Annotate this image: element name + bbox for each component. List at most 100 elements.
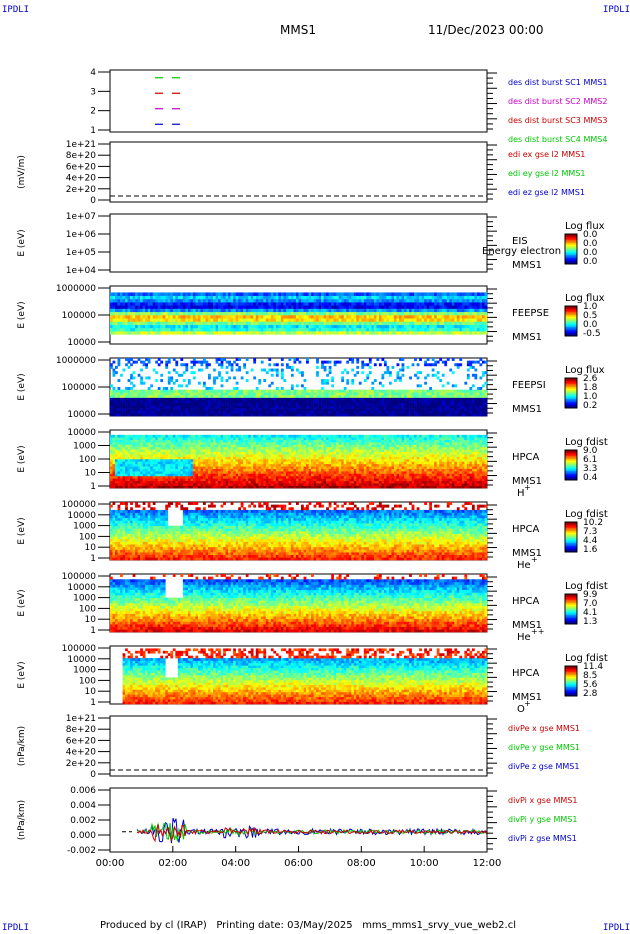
- spectrogram-cell: [162, 437, 166, 440]
- spectrogram-cell: [150, 318, 154, 322]
- spectrogram-cell: [265, 292, 269, 296]
- spectrogram-cell: [130, 295, 133, 300]
- spectrogram-cell: [454, 413, 458, 417]
- spectrogram-cell: [311, 389, 314, 393]
- spectrogram-cell: [140, 463, 143, 467]
- spectrogram-cell: [243, 318, 247, 322]
- spectrogram-cell: [117, 454, 121, 457]
- spectrogram-cell: [263, 379, 267, 383]
- spectrogram-cell: [461, 302, 465, 306]
- spectrogram-cell: [414, 318, 417, 322]
- spectrogram-cell: [316, 410, 319, 414]
- spectrogram-cell: [245, 371, 249, 375]
- spectrogram-cell: [366, 318, 370, 322]
- spectrogram-cell: [137, 480, 141, 484]
- spectrogram-cell: [444, 389, 448, 393]
- spectrogram-cell: [424, 413, 427, 417]
- spectrogram-cell: [197, 456, 201, 460]
- spectrogram-cell: [162, 442, 166, 445]
- spectrogram-cell: [454, 308, 458, 313]
- spectrogram-cell: [316, 408, 319, 412]
- spectrogram-cell: [469, 360, 473, 364]
- spectrogram-cell: [449, 402, 453, 406]
- spectrogram-cell: [303, 305, 307, 309]
- spectrogram-cell: [373, 315, 377, 319]
- spectrogram-cell: [177, 327, 181, 332]
- spectrogram-cell: [122, 295, 126, 300]
- spectrogram-cell: [275, 410, 279, 414]
- spectrogram-cell: [336, 315, 340, 319]
- spectrogram-cell: [162, 463, 166, 467]
- spectrogram-cell: [190, 389, 194, 393]
- spectrogram-cell: [165, 387, 169, 390]
- spectrogram-cell: [208, 315, 211, 319]
- spectrogram-cell: [205, 311, 209, 316]
- spectrogram-cell: [182, 468, 186, 472]
- spectrogram-cell: [145, 295, 148, 300]
- spectrogram-cell: [383, 394, 387, 398]
- spectrogram-cell: [150, 384, 154, 388]
- spectrogram-cell: [353, 402, 357, 406]
- spectrogram-cell: [466, 292, 470, 296]
- spectrogram-cell: [431, 408, 435, 412]
- spectrogram-cell: [152, 434, 156, 438]
- spectrogram-cell: [250, 315, 254, 319]
- spectrogram-cell: [127, 402, 131, 406]
- spectrogram-cell: [348, 308, 352, 313]
- spectrogram-cell: [321, 397, 324, 401]
- spectrogram-cell: [301, 405, 304, 409]
- spectrogram-cell: [240, 295, 244, 300]
- spectrogram-cell: [160, 305, 164, 309]
- spectrogram-cell: [306, 324, 309, 329]
- spectrogram-cell: [373, 389, 377, 393]
- spectrogram-cell: [381, 302, 385, 306]
- spectrogram-cell: [474, 373, 478, 377]
- spectrogram-cell: [122, 456, 126, 460]
- spectrogram-cell: [484, 331, 488, 335]
- spectrogram-cell: [378, 321, 382, 325]
- spectrogram-cell: [170, 442, 174, 445]
- spectrogram-cell: [135, 468, 138, 472]
- spectrogram-cell: [343, 402, 347, 406]
- spectrogram-cell: [326, 405, 329, 409]
- spectrogram-cell: [167, 471, 171, 474]
- spectrogram-cell: [479, 408, 483, 412]
- spectrogram-cell: [127, 468, 131, 472]
- spectrogram-cell: [328, 402, 332, 406]
- spectrogram-cell: [288, 295, 292, 300]
- spectrogram-cell: [283, 311, 287, 316]
- spectrogram-cell: [311, 413, 314, 417]
- spectrogram-cell: [152, 327, 156, 332]
- spectrogram-cell: [125, 466, 128, 469]
- spectrogram-cell: [263, 321, 267, 325]
- spectrogram-cell: [140, 444, 143, 448]
- spectrogram-cell: [125, 410, 128, 414]
- spectrogram-cell: [167, 475, 171, 479]
- spectrogram-cell: [270, 324, 274, 329]
- spectrogram-cell: [140, 402, 143, 406]
- spectrogram-cell: [160, 461, 164, 465]
- spectrogram-cell: [381, 400, 385, 404]
- spectrogram-cell: [396, 308, 400, 313]
- spectrogram-cell: [454, 331, 458, 335]
- spectrogram-cell: [157, 480, 161, 484]
- spectrogram-cell: [416, 324, 420, 329]
- spectrogram-cell: [409, 327, 412, 332]
- spectrogram-cell: [135, 485, 138, 489]
- spectrogram-cell: [346, 408, 350, 412]
- spectrogram-cell: [351, 305, 355, 309]
- spectrogram-cell: [293, 321, 297, 325]
- spectrogram-cell: [285, 311, 289, 316]
- spectrogram-cell: [434, 318, 438, 322]
- spectrogram-cell: [373, 302, 377, 306]
- spectrogram-cell: [426, 331, 430, 335]
- spectrogram-cell: [285, 315, 289, 319]
- spectrogram-cell: [290, 318, 294, 322]
- spectrogram-cell: [414, 292, 417, 296]
- spectrogram-cell: [358, 318, 362, 322]
- spectrogram-cell: [484, 394, 488, 398]
- spectrogram-cell: [353, 302, 357, 306]
- spectrogram-cell: [348, 413, 352, 417]
- spectrogram-cell: [170, 434, 174, 438]
- spectrogram-cell: [130, 389, 133, 393]
